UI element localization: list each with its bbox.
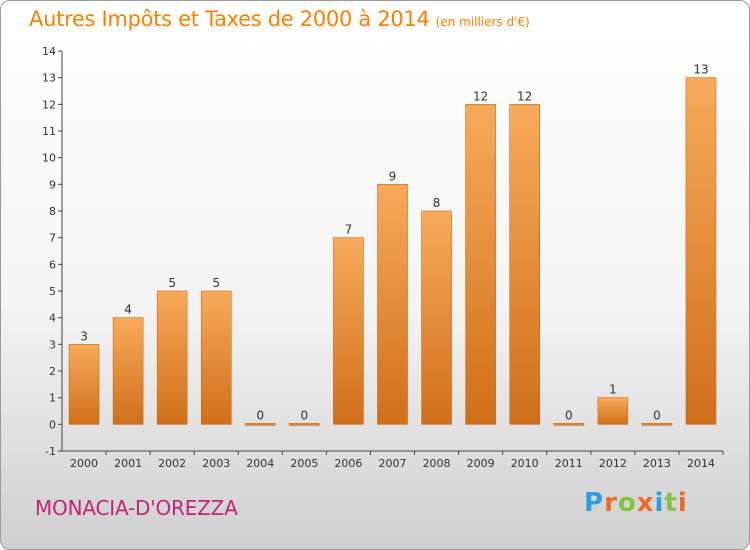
x-tick-label: 2011 <box>555 457 583 470</box>
logo-letter: r <box>604 488 618 518</box>
y-tick-label: -1 <box>45 445 56 458</box>
x-tick-label: 2001 <box>114 457 142 470</box>
data-label: 0 <box>256 408 264 422</box>
commune-name: MONACIA-D'OREZZA <box>35 496 238 520</box>
x-tick-label: 2012 <box>599 457 627 470</box>
x-tick-label: 2000 <box>70 457 98 470</box>
x-tick-label: 2002 <box>158 457 186 470</box>
x-tick-label: 2014 <box>687 457 715 470</box>
data-label: 1 <box>609 383 617 397</box>
y-tick-label: 14 <box>42 45 56 58</box>
data-label: 12 <box>473 89 488 103</box>
y-tick-label: 0 <box>49 418 56 431</box>
y-tick-label: 11 <box>42 125 56 138</box>
y-tick-label: 6 <box>49 258 56 271</box>
data-label: 0 <box>301 408 309 422</box>
data-label: 8 <box>433 196 441 210</box>
data-label: 7 <box>345 223 353 237</box>
y-tick-label: 10 <box>42 152 56 165</box>
x-tick-label: 2007 <box>379 457 407 470</box>
logo-letter: o <box>617 488 637 518</box>
x-tick-label: 2013 <box>643 457 671 470</box>
y-tick-label: 13 <box>42 72 56 85</box>
x-tick-label: 2006 <box>334 457 362 470</box>
y-tick-label: 9 <box>49 178 56 191</box>
title-text: Autres Impôts et Taxes de 2000 à 2014 <box>29 7 430 31</box>
data-labels: 3 4 5 5 0 0 7 9 8 12 12 0 1 0 13 <box>80 63 708 423</box>
y-tick-label: 2 <box>49 365 56 378</box>
logo-letter: i <box>677 488 688 518</box>
x-tick-label: 2010 <box>511 457 539 470</box>
bar <box>200 290 232 425</box>
logo-letter: x <box>636 488 655 518</box>
bar <box>68 344 100 425</box>
bar <box>377 184 408 425</box>
bar <box>156 290 188 425</box>
y-tick-label: 3 <box>49 338 56 351</box>
y-tick-label: 12 <box>42 98 56 111</box>
x-tick-label: 2004 <box>246 457 274 470</box>
bar <box>245 423 276 426</box>
data-label: 5 <box>168 276 176 290</box>
data-label: 9 <box>389 169 397 183</box>
data-label: 5 <box>212 276 220 290</box>
logo-letter: t <box>664 488 678 518</box>
data-label: 0 <box>653 408 661 422</box>
data-label: 3 <box>80 329 88 343</box>
title-unit: (en milliers d'€) <box>435 15 530 29</box>
bar <box>465 104 496 425</box>
x-tick-label: 2003 <box>202 457 230 470</box>
bar <box>112 317 144 425</box>
bar <box>289 423 320 426</box>
bar <box>553 423 585 426</box>
chart-title: Autres Impôts et Taxes de 2000 à 2014 (en… <box>29 7 530 31</box>
y-tick-label: 4 <box>49 312 56 325</box>
bar <box>641 423 673 426</box>
y-tick-label: 8 <box>49 205 56 218</box>
bar <box>333 237 364 425</box>
x-tick-label: 2005 <box>290 457 318 470</box>
y-tick-label: 5 <box>49 285 56 298</box>
bar <box>597 397 629 425</box>
bars <box>68 77 717 426</box>
y-tick-label: 1 <box>49 392 56 405</box>
data-label: 13 <box>693 63 708 77</box>
y-tick-label: 7 <box>49 232 56 245</box>
data-label: 12 <box>517 89 532 103</box>
bar <box>509 104 541 425</box>
x-tick-label: 2009 <box>467 457 495 470</box>
data-label: 0 <box>565 408 573 422</box>
bar <box>685 77 717 425</box>
data-label: 4 <box>124 303 132 317</box>
logo-letter: i <box>654 488 665 518</box>
bar <box>421 210 452 425</box>
proxiti-logo: Proxiti <box>584 488 688 518</box>
x-tick-label: 2008 <box>423 457 451 470</box>
logo-letter: P <box>584 488 605 518</box>
